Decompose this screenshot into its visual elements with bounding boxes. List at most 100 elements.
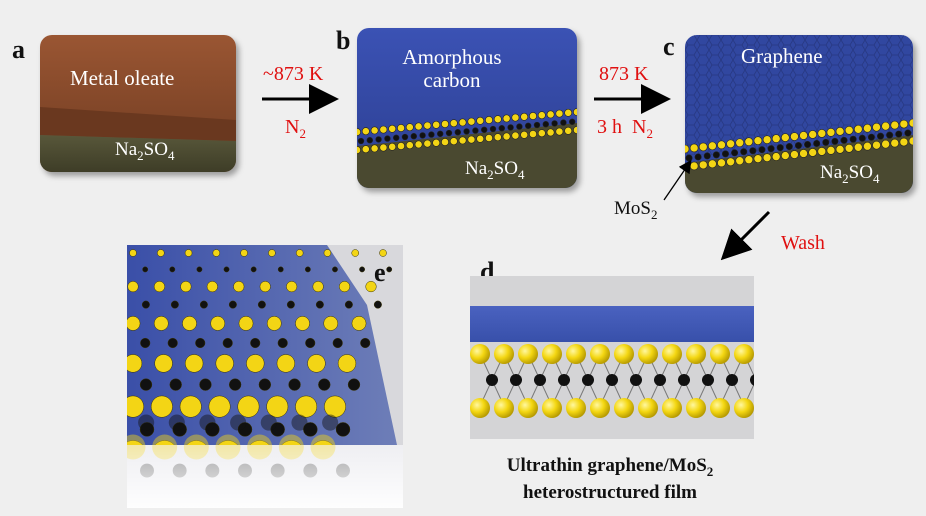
s-atom bbox=[259, 281, 271, 293]
mo-atom bbox=[169, 266, 176, 273]
mo-atom bbox=[332, 337, 343, 349]
mo-atom bbox=[277, 266, 284, 273]
s-atom bbox=[529, 130, 537, 138]
s-atom-top bbox=[518, 344, 538, 364]
s-atom bbox=[881, 139, 890, 149]
s-atom bbox=[246, 354, 265, 373]
amorphous-carbon-label: Amorphous carbon bbox=[402, 45, 502, 93]
mo-atom bbox=[822, 138, 830, 146]
s-atom bbox=[286, 281, 298, 293]
mo-atom bbox=[904, 129, 912, 137]
s-atom-bottom bbox=[542, 398, 562, 418]
mo-atom bbox=[533, 121, 541, 129]
s-atom-top bbox=[542, 344, 562, 364]
mo-atom bbox=[702, 374, 714, 386]
s-atom bbox=[379, 249, 387, 257]
s-atom bbox=[493, 133, 502, 142]
s-atom bbox=[379, 143, 388, 152]
s-atom-top bbox=[470, 344, 490, 364]
s-atom bbox=[379, 125, 388, 134]
s-atom bbox=[238, 316, 254, 331]
mo-atom bbox=[357, 137, 365, 145]
s-atom bbox=[899, 137, 909, 147]
mo-atom bbox=[172, 422, 187, 437]
s-atom bbox=[361, 127, 370, 136]
s-atom bbox=[790, 150, 799, 159]
s-atom bbox=[388, 142, 397, 151]
step-bc-conditions: 3 h N2 bbox=[597, 116, 653, 141]
s-atom bbox=[449, 137, 458, 146]
mo-atom bbox=[726, 374, 738, 386]
mo-atom bbox=[169, 378, 182, 391]
s-atom bbox=[357, 146, 361, 154]
s-atom bbox=[337, 354, 357, 373]
s-atom bbox=[276, 354, 296, 373]
figure-caption: Ultrathin graphene/MoS2 heterostructured… bbox=[460, 454, 760, 505]
s-atom-top bbox=[662, 344, 682, 364]
s-atom bbox=[295, 249, 304, 257]
s-atom bbox=[520, 112, 529, 121]
s-atom bbox=[485, 134, 493, 142]
s-atom-top bbox=[494, 344, 514, 364]
s-atom bbox=[323, 249, 332, 257]
s-atom bbox=[212, 249, 221, 257]
mo-atom bbox=[534, 374, 546, 386]
s-atom-bottom bbox=[518, 398, 538, 418]
reflection-atom bbox=[291, 414, 308, 431]
s-atom bbox=[735, 138, 745, 148]
panel-letter-c: c bbox=[663, 32, 675, 61]
s-atom bbox=[441, 120, 449, 128]
s-atom bbox=[237, 395, 260, 418]
s-atom bbox=[708, 159, 717, 169]
mo-atom bbox=[498, 125, 505, 132]
s-atom bbox=[881, 121, 890, 131]
s-atom bbox=[153, 281, 165, 293]
s-atom bbox=[179, 395, 202, 418]
s-atom-top bbox=[710, 344, 730, 364]
mo-atom bbox=[140, 337, 151, 349]
mo-atom bbox=[223, 266, 230, 273]
mo-atom bbox=[445, 129, 453, 137]
mo-atom bbox=[542, 121, 549, 128]
s-atom bbox=[184, 249, 193, 257]
s-atom bbox=[781, 151, 790, 160]
mo-atom bbox=[731, 149, 739, 157]
panel-a-graphic bbox=[40, 35, 236, 172]
mo-atom bbox=[142, 266, 149, 273]
mo-atom bbox=[694, 153, 702, 161]
mo-atom bbox=[507, 124, 514, 131]
s-atom-top bbox=[566, 344, 586, 364]
s-atom bbox=[323, 316, 339, 331]
s-atom bbox=[295, 316, 310, 331]
s-atom bbox=[555, 127, 564, 136]
s-atom-top bbox=[590, 344, 610, 364]
s-atom bbox=[826, 146, 836, 155]
s-atom bbox=[555, 109, 564, 118]
mo-atom bbox=[335, 422, 351, 437]
mo-atom bbox=[229, 378, 242, 391]
s-atom bbox=[423, 121, 432, 130]
mo-atom bbox=[384, 135, 391, 142]
s-atom-bottom bbox=[590, 398, 610, 418]
s-atom bbox=[863, 123, 872, 133]
s-atom bbox=[361, 145, 370, 154]
s-atom bbox=[449, 119, 458, 128]
reflection-atom bbox=[138, 414, 155, 431]
graphene-label: Graphene bbox=[741, 44, 823, 68]
s-atom bbox=[835, 127, 845, 136]
s-atom bbox=[799, 149, 808, 158]
mo-atom bbox=[794, 142, 802, 150]
mo-atom bbox=[222, 337, 233, 349]
metal-oleate-label: Metal oleate bbox=[70, 66, 175, 90]
s-atom bbox=[744, 155, 754, 165]
s-atom-bottom bbox=[734, 398, 754, 418]
mo-atom bbox=[305, 337, 316, 349]
s-atom bbox=[685, 144, 690, 154]
s-atom bbox=[546, 110, 555, 119]
s-atom bbox=[153, 316, 169, 331]
s-atom bbox=[771, 152, 781, 161]
mo-atom bbox=[703, 152, 711, 160]
panel-c-substrate-label: Na2SO4 bbox=[820, 162, 880, 186]
mo-atom bbox=[516, 123, 523, 130]
